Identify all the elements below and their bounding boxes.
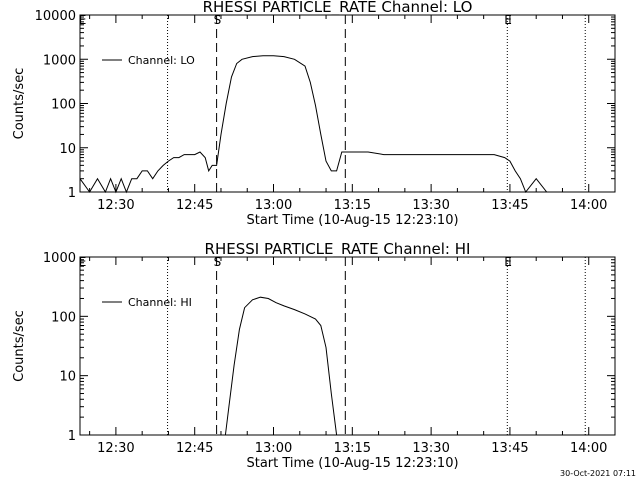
lo-y-tick-label: 10 [59, 142, 76, 157]
hi-plot-frame [79, 256, 616, 436]
hi-x-tick-label: 13:45 [491, 441, 528, 456]
hi-y-tick-label: 10 [59, 370, 76, 385]
lo-x-tick-label: 13:15 [334, 198, 371, 213]
lo-x-tick-label: 12:30 [97, 198, 134, 213]
hi-y-tick-label: 1 [68, 429, 76, 444]
lo-y-tick-label: 100 [51, 98, 76, 113]
lo-x-tick-label: 13:30 [412, 198, 449, 213]
lo-x-tick-label: 13:00 [255, 198, 292, 213]
hi-x-axis-label: Start Time (10-Aug-15 12:23:10) [246, 456, 458, 471]
lo-chart-title: RHESSI PARTICLE_RATE Channel: LO [203, 0, 473, 17]
hi-x-tick-label: 13:30 [412, 441, 449, 456]
lo-marker-label: E [79, 13, 87, 27]
hi-marker-label: E [504, 255, 512, 269]
lo-x-tick-label: 14:00 [570, 198, 607, 213]
lo-x-axis-label: Start Time (10-Aug-15 12:23:10) [246, 213, 458, 228]
hi-x-tick-label: 12:30 [97, 441, 134, 456]
hi-x-tick-label: 13:15 [334, 441, 371, 456]
hi-x-tick-label: 13:00 [255, 441, 292, 456]
lo-marker-label: S [214, 13, 222, 27]
lo-marker-label: E [504, 13, 512, 27]
lo-legend-label: Channel: LO [128, 54, 195, 67]
hi-y-tick-label: 1000 [43, 251, 76, 266]
hi-legend-label: Channel: HI [128, 296, 192, 309]
hi-marker-label: S [214, 255, 222, 269]
lo-x-tick-label: 12:45 [176, 198, 213, 213]
hi-y-axis-label: Counts/sec [12, 310, 27, 382]
hi-x-tick-label: 12:45 [176, 441, 213, 456]
lo-y-tick-label: 10000 [35, 9, 76, 24]
lo-x-tick-label: 13:45 [491, 198, 528, 213]
hi-series-line [224, 296, 338, 436]
lo-y-axis-label: Counts/sec [12, 68, 27, 140]
hi-y-tick-label: 100 [51, 310, 76, 325]
lo-y-tick-label: 1 [68, 186, 76, 201]
lo-series-line [79, 55, 573, 194]
hi-marker-label: E [79, 255, 87, 269]
lo-y-tick-label: 1000 [43, 53, 76, 68]
hi-x-tick-label: 14:00 [570, 441, 607, 456]
lo-channel-panel: RHESSI PARTICLE_RATE Channel: LO Start T… [12, 0, 616, 228]
hi-chart-title: RHESSI PARTICLE_RATE Channel: HI [205, 240, 471, 259]
footer-timestamp: 30-Oct-2021 07:11 [560, 469, 636, 478]
hi-channel-panel: RHESSI PARTICLE_RATE Channel: HI Start T… [12, 240, 616, 471]
